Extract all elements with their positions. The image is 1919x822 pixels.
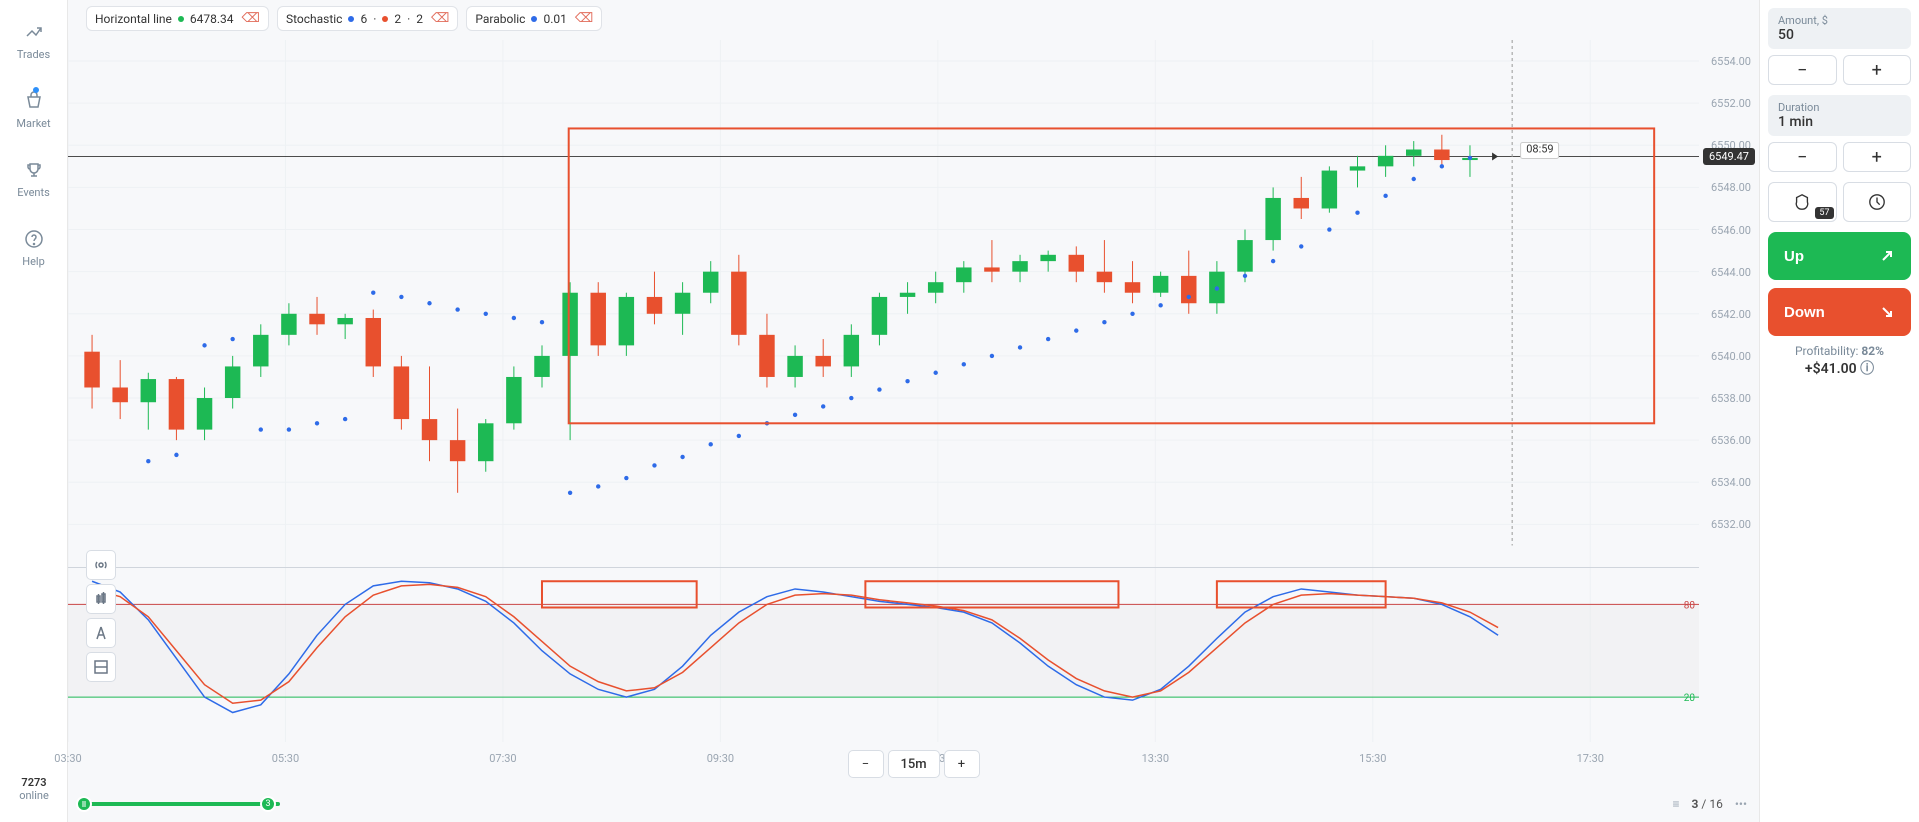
amount-minus[interactable]: −: [1768, 55, 1837, 85]
tool-signal[interactable]: [86, 550, 116, 580]
nav-label: Trades: [17, 48, 50, 61]
indicators-bar: Horizontal line 6478.34 ⌫ Stochastic 6 · …: [86, 6, 602, 31]
tool-layout[interactable]: [86, 652, 116, 682]
time-tick: 15:30: [1359, 752, 1386, 765]
price-tick: 6540.00: [1711, 350, 1751, 363]
delete-icon[interactable]: ⌫: [242, 11, 260, 26]
time-tick: 17:30: [1577, 752, 1604, 765]
nav-trades[interactable]: Trades: [17, 20, 50, 61]
chart-tools-panel: [86, 550, 116, 682]
delete-icon[interactable]: ⌫: [575, 11, 593, 26]
amount-group[interactable]: Amount, $ 50: [1768, 8, 1911, 49]
shield-button[interactable]: 57: [1768, 182, 1837, 222]
nav-label: Market: [16, 117, 50, 130]
amount-controls: − +: [1768, 55, 1911, 85]
profit-info: Profitability: 82% +$41.00 ⓘ: [1768, 344, 1911, 378]
timeframe-current[interactable]: 15m: [888, 750, 940, 778]
slider-handle-start[interactable]: [76, 796, 92, 812]
more-icon[interactable]: •••: [1735, 797, 1747, 811]
indicator-chip[interactable]: Horizontal line 6478.34 ⌫: [86, 6, 269, 31]
amount-label: Amount, $: [1778, 14, 1901, 27]
price-tick: 6548.00: [1711, 181, 1751, 194]
trades-icon: [22, 20, 46, 44]
indicator-chip[interactable]: Parabolic 0.01 ⌫: [466, 6, 602, 31]
time-tick: 07:30: [489, 752, 516, 765]
price-tick: 6544.00: [1711, 266, 1751, 279]
down-label: Down: [1784, 304, 1825, 321]
time-tick: 13:30: [1142, 752, 1169, 765]
delete-icon[interactable]: ⌫: [431, 11, 449, 26]
page-info: 3 / 16: [1692, 797, 1723, 811]
amount-value: 50: [1778, 27, 1901, 43]
arrow-down-icon: [1879, 304, 1895, 320]
online-count: 7273: [0, 776, 68, 789]
nav-market[interactable]: Market: [16, 89, 50, 130]
events-icon: [22, 158, 46, 182]
price-tick: 6538.00: [1711, 392, 1751, 405]
clock-icon: [1868, 193, 1886, 211]
current-price-marker: 6549.47: [1703, 148, 1755, 165]
nav-label: Events: [17, 186, 50, 199]
shield-icon: [1793, 193, 1811, 211]
up-button[interactable]: Up: [1768, 232, 1911, 280]
duration-minus[interactable]: −: [1768, 142, 1837, 172]
timeframe-minus[interactable]: −: [848, 750, 884, 778]
price-tick: 6542.00: [1711, 308, 1751, 321]
time-tick: 09:30: [707, 752, 734, 765]
notification-dot: [33, 87, 39, 93]
duration-plus[interactable]: +: [1843, 142, 1912, 172]
svg-text:80: 80: [1684, 600, 1696, 611]
duration-controls: − +: [1768, 142, 1911, 172]
nav-events[interactable]: Events: [17, 158, 50, 199]
action-buttons: 57: [1768, 182, 1911, 222]
slider-handle-end[interactable]: 3: [260, 796, 276, 812]
timeframe-control: − 15m +: [848, 750, 980, 778]
svg-text:20: 20: [1684, 693, 1696, 704]
main-chart-area: Horizontal line 6478.34 ⌫ Stochastic 6 · …: [68, 0, 1759, 822]
price-tick: 6552.00: [1711, 97, 1751, 110]
price-tick: 6532.00: [1711, 518, 1751, 531]
shield-badge: 57: [1815, 207, 1833, 219]
chart-container: 08:598020 6554.006552.006550.006548.0065…: [68, 40, 1759, 742]
arrow-up-icon: [1879, 248, 1895, 264]
tool-candles[interactable]: [86, 584, 116, 614]
nav-label: Help: [22, 255, 45, 268]
online-status: 7273 online: [0, 776, 68, 802]
clock-button[interactable]: [1843, 182, 1912, 222]
tool-draw[interactable]: [86, 618, 116, 648]
help-icon: [22, 227, 46, 251]
timeframe-plus[interactable]: +: [944, 750, 980, 778]
price-tick: 6554.00: [1711, 55, 1751, 68]
price-axis: 6554.006552.006550.006548.006546.006544.…: [1699, 40, 1759, 742]
trade-panel: Amount, $ 50 − + Duration 1 min − + 57 U…: [1759, 0, 1919, 822]
price-chart[interactable]: 08:59 80 20: [68, 40, 1699, 742]
duration-label: Duration: [1778, 101, 1901, 114]
time-tick: 03:30: [54, 752, 81, 765]
time-tick: 05:30: [272, 752, 299, 765]
indicator-chip[interactable]: Stochastic 6 · 2 · 2 ⌫: [277, 6, 458, 31]
price-tick: 6536.00: [1711, 434, 1751, 447]
layers-icon[interactable]: ≡: [1673, 797, 1680, 811]
down-button[interactable]: Down: [1768, 288, 1911, 336]
price-tick: 6534.00: [1711, 476, 1751, 489]
bottom-bar: 3 ≡ 3 / 16 •••: [80, 794, 1747, 814]
nav-help[interactable]: Help: [22, 227, 46, 268]
amount-plus[interactable]: +: [1843, 55, 1912, 85]
svg-text:08:59: 08:59: [1526, 142, 1553, 155]
duration-value: 1 min: [1778, 114, 1901, 130]
duration-group[interactable]: Duration 1 min: [1768, 95, 1911, 136]
time-slider[interactable]: 3: [80, 802, 280, 806]
up-label: Up: [1784, 248, 1804, 265]
price-tick: 6546.00: [1711, 224, 1751, 237]
left-nav: Trades Market Events Help 7273 online: [0, 0, 68, 822]
pagination: ≡ 3 / 16 •••: [1673, 797, 1747, 811]
online-label: online: [0, 789, 68, 802]
